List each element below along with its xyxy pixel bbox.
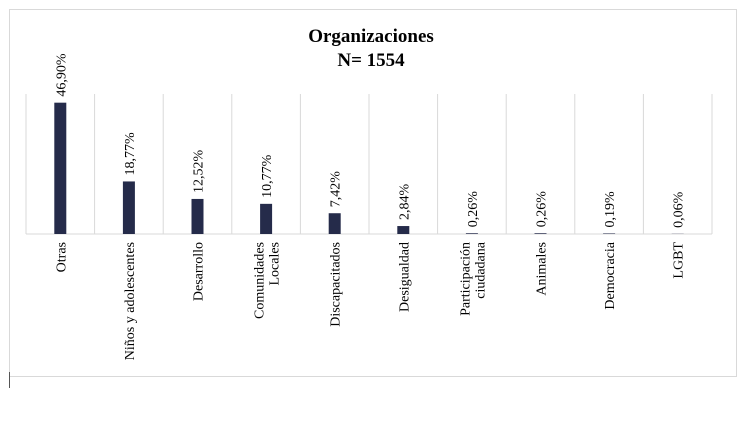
category-label: Democracia [603, 241, 618, 309]
category-label: ciudadana [473, 241, 488, 299]
category-label: Discapacitados [329, 242, 344, 327]
data-label: 2,84% [397, 184, 412, 221]
category-label: Otras [54, 242, 69, 272]
frame-tick-mark [9, 372, 10, 388]
category-label: Desigualdad [397, 242, 412, 312]
category-label: Participación [458, 242, 473, 316]
bar [397, 226, 410, 234]
bar [534, 233, 547, 234]
data-label: 10,77% [260, 154, 275, 198]
data-label: 0,06% [672, 191, 687, 228]
bar [603, 233, 616, 234]
bar [54, 102, 67, 235]
data-label: 7,42% [329, 171, 344, 208]
category-label: Animales [535, 242, 550, 296]
category-labels: Otras Niños y adolescentes Desarrollo Comun… [54, 241, 686, 360]
data-label: 18,77% [123, 132, 138, 176]
data-label: 0,19% [603, 191, 618, 228]
category-label: Desarrollo [192, 242, 207, 301]
chart-subtitle: N= 1554 [337, 50, 405, 71]
data-label: 0,26% [466, 191, 481, 228]
category-label: Niños y adolescentes [123, 242, 138, 360]
category-label: LGBT [672, 242, 687, 279]
chart-title: Organizaciones [308, 26, 434, 47]
bar [328, 213, 341, 234]
bar [465, 233, 478, 234]
data-label: 46,90% [54, 53, 69, 97]
bar [260, 203, 273, 234]
bars [54, 102, 684, 235]
bar [122, 181, 135, 234]
category-label: Locales [268, 242, 283, 286]
data-label: 0,26% [535, 191, 550, 228]
bar [191, 198, 204, 234]
data-label: 12,52% [192, 149, 207, 193]
data-labels: 46,90% 18,77% 12,52% 10,77% 7,42% 2,84% 0,26% 0… [54, 53, 686, 228]
gridlines [25, 94, 713, 235]
category-label: Comunidades [253, 242, 268, 319]
